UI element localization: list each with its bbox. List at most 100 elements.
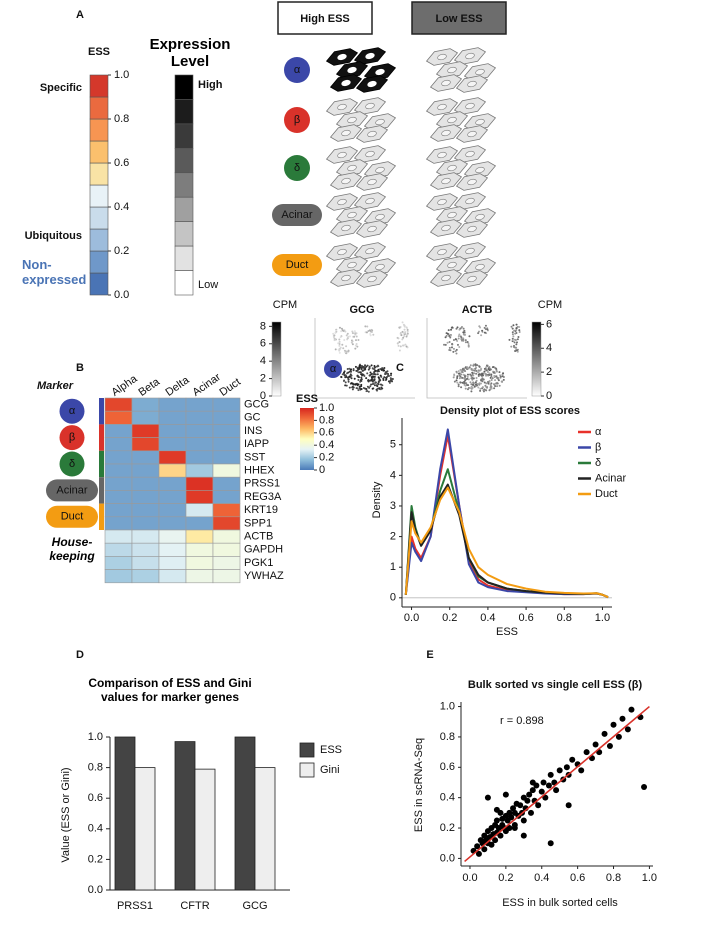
umap-dot: [451, 342, 454, 345]
umap-dot: [484, 373, 487, 376]
umap-dot: [481, 373, 484, 376]
color-step: [89, 206, 109, 230]
umap-dot: [345, 350, 348, 353]
panel-label: D: [76, 649, 84, 661]
color-step: [89, 96, 109, 120]
x-tick-label: 0.6: [518, 612, 533, 624]
umap-dot: [476, 364, 479, 367]
scatter-point: [529, 787, 536, 794]
y-tick-label: 1.0: [440, 700, 455, 712]
umap-dot: [467, 386, 470, 389]
umap-dot: [364, 387, 367, 390]
umap-dot: [372, 379, 375, 382]
umap-dot: [457, 370, 460, 373]
umap-dot: [345, 374, 348, 377]
legend-label: β: [595, 441, 601, 453]
cell-shape: [353, 97, 387, 115]
umap-dot: [474, 363, 477, 366]
umap-dot: [353, 330, 356, 333]
cell-nucleus: [475, 213, 485, 221]
umap-dot: [516, 325, 519, 328]
umap-dot: [490, 387, 493, 390]
umap-dot: [470, 367, 473, 370]
umap-dot: [460, 336, 463, 339]
legend-label: Acinar: [595, 472, 627, 484]
umap-dot: [480, 382, 483, 385]
umap-dot: [498, 384, 501, 387]
heatmap-cell: [185, 556, 214, 570]
series-line: [404, 468, 609, 599]
cell-shape: [453, 145, 487, 163]
umap-dot: [460, 371, 463, 374]
bar: [174, 741, 196, 891]
row-label: SST: [244, 451, 266, 463]
scatter-point: [553, 787, 560, 794]
umap-dot: [351, 388, 354, 391]
group-icon: [59, 398, 85, 424]
umap-dot: [348, 370, 351, 373]
cell-nucleus: [367, 225, 377, 233]
cell-nucleus: [437, 103, 447, 111]
umap-dot: [451, 326, 454, 329]
umap-dot: [367, 390, 370, 393]
umap-dot: [360, 385, 363, 388]
umap-dot: [377, 383, 380, 386]
heatmap-cell: [104, 450, 133, 465]
x-tick-label: 0.4: [480, 612, 495, 624]
tick-label: 1.0: [114, 69, 129, 81]
group-label: δ: [69, 458, 75, 470]
heatmap-cell: [131, 410, 160, 425]
heatmap-cell: [131, 476, 160, 491]
y-tick-label: 3: [390, 500, 396, 512]
umap-dot: [402, 332, 405, 335]
cell-type-pill: [272, 204, 322, 226]
umap-dot: [381, 387, 384, 390]
scatter-point: [538, 788, 545, 795]
umap-dot: [460, 368, 463, 371]
umap-dot: [458, 372, 461, 375]
tick-label: 2: [260, 372, 266, 384]
tick-label: 0.4: [114, 201, 129, 213]
cell-shape: [353, 242, 387, 260]
umap-dot: [490, 382, 493, 385]
umap-dot: [332, 332, 335, 335]
row-label: PGK1: [244, 557, 273, 569]
umap-dot: [351, 332, 354, 335]
cell-nucleus: [437, 248, 447, 256]
cell-nucleus: [441, 129, 451, 137]
heatmap-cell: [104, 569, 133, 584]
heatmap-cell: [131, 556, 160, 570]
y-tick-label: 1.0: [88, 731, 103, 743]
umap-dot: [514, 332, 517, 335]
group-icon: [59, 425, 85, 451]
heatmap-cell: [212, 490, 241, 504]
header-box: [277, 1, 373, 35]
umap-dot: [406, 333, 409, 336]
umap-dot: [511, 331, 514, 334]
umap-dot: [357, 378, 360, 381]
heatmap-cell: [131, 569, 160, 584]
heatmap-cell: [212, 542, 241, 557]
umap-dot: [452, 339, 455, 342]
umap-dot: [496, 382, 499, 385]
heatmap-cell: [104, 437, 133, 452]
umap-dot: [406, 328, 409, 331]
cell-nucleus: [337, 151, 347, 159]
x-tick-label: 0.2: [442, 612, 457, 624]
umap-dot: [355, 342, 358, 345]
heatmap-cell: [185, 463, 214, 478]
umap-dot: [355, 332, 358, 335]
umap-dot: [351, 340, 354, 343]
panel-label: A: [76, 9, 84, 21]
x-tick-label: CFTR: [180, 900, 209, 912]
cell-shape: [335, 159, 369, 177]
cell-shape: [425, 48, 459, 66]
umap-dot: [351, 386, 354, 389]
scatter-point: [619, 715, 626, 722]
umap-dot: [388, 381, 391, 384]
umap-dot: [339, 346, 342, 349]
heatmap-cell: [185, 410, 214, 425]
group-pill: [46, 479, 98, 502]
group-icon: [59, 451, 85, 477]
umap-dot: [482, 389, 485, 392]
